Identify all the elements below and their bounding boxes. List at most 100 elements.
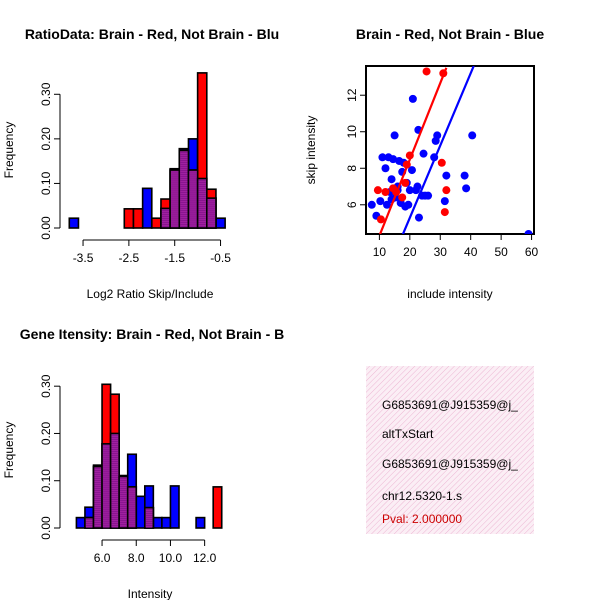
scatter-point-not-brain [390,131,399,140]
scatter-point-not-brain [404,200,413,209]
scatter-ylabel: skip intensity [304,116,318,185]
histogram-bar-not-brain [141,187,153,229]
scatter-point-brain [442,186,451,195]
scatter-point-brain [440,208,449,217]
scatter-title: Brain - Red, Not Brain - Blue [356,26,544,42]
y-tick-label: 0.30 [39,82,53,106]
info-panel-background [366,366,534,534]
scatter-point-not-brain [524,230,533,234]
scatter-point-not-brain [433,131,442,140]
x-tick-label: 8.0 [128,551,145,565]
histogram-bar-not-brain [215,217,226,229]
info-line-2: altTxStart [382,427,434,441]
scatter-point-not-brain [387,175,396,184]
scatter-point-not-brain [414,213,423,222]
y-tick-label: 0.00 [39,516,53,540]
scatter-point-not-brain [367,200,376,209]
histogram-bar-not-brain [161,516,172,529]
regression-line-brain [378,67,448,234]
ratio-histogram-ylabel: Frequency [2,122,16,179]
intensity-histogram: Gene Itensity: Brain - Red, Not Brain - … [2,326,284,600]
histogram-bar-overlap [84,516,95,529]
x-tick-label: 12.0 [193,551,217,565]
scatter-point-not-brain [405,186,414,195]
scatter-point-not-brain [389,155,398,164]
histogram-bar-brain [150,217,162,229]
y-tick-label: 0.30 [39,374,53,398]
scatter-point-brain [398,193,407,202]
scatter-point-not-brain [460,171,469,180]
scatter-point-not-brain [378,153,387,162]
histogram-bar-not-brain [169,485,180,529]
info-line-3: G6853691@J915359@j_ [382,457,518,471]
plot-frame [365,65,535,235]
histogram-bar-brain [123,208,135,229]
scatter-point-brain [376,215,385,224]
regression-line-not-brain [401,66,475,234]
x-tick-label: -3.5 [73,251,94,265]
intensity-scatter: Brain - Red, Not Brain - Blue include in… [304,26,544,301]
histogram-bar-overlap [187,169,199,229]
scatter-point-not-brain [413,182,422,191]
y-tick-label: 6 [345,201,359,208]
pval-text: Pval: 2.000000 [382,512,462,526]
x-tick-label: 20 [403,245,417,259]
ratio-histogram-title: RatioData: Brain - Red, Not Brain - Blu [25,26,279,42]
scatter-point-not-brain [462,184,471,193]
x-tick-label: 60 [525,245,539,259]
scatter-point-not-brain [419,149,428,158]
y-tick-label: 0.20 [39,421,53,445]
x-tick-label: 30 [434,245,448,259]
x-tick-label: 50 [494,245,508,259]
intensity-histogram-xlabel: Intensity [128,587,173,600]
intensity-histogram-ylabel: Frequency [2,422,16,479]
scatter-point-brain [422,67,431,76]
histogram-bar-brain [132,208,144,229]
y-tick-label: 0.00 [39,216,53,240]
scatter-plot-area [367,66,533,234]
x-tick-label: 6.0 [94,551,111,565]
histogram-bar-not-brain [195,516,206,529]
info-panel: G6853691@J915359@j_ altTxStart G6853691@… [366,366,534,534]
y-tick-label: 0.20 [39,127,53,151]
scatter-point-not-brain [440,197,449,206]
x-tick-label: -1.5 [164,251,185,265]
scatter-point-not-brain [383,200,391,209]
y-tick-label: 0.10 [39,171,53,195]
histogram-bar-brain [212,486,223,529]
scatter-point-brain [373,186,382,195]
scatter-point-brain [437,158,446,167]
info-line-4: chr12.5320-1.s [382,489,462,503]
scatter-xlabel: include intensity [407,287,492,301]
histogram-bar-not-brain [135,495,146,529]
histogram-bar-overlap [126,486,138,529]
y-tick-label: 8 [345,165,359,172]
intensity-histogram-title: Gene Itensity: Brain - Red, Not Brain - … [20,326,284,342]
x-tick-label: 40 [464,245,478,259]
histogram-bar-overlap [169,169,181,229]
histogram-bar-overlap [205,197,217,229]
scatter-point-not-brain [424,191,433,200]
histogram-bar-not-brain [75,516,86,529]
scatter-point-not-brain [408,94,417,103]
histogram-bar-not-brain [68,217,80,229]
scatter-point-not-brain [468,131,477,140]
scatter-point-not-brain [407,166,416,175]
scatter-point-not-brain [442,171,451,180]
y-tick-label: 0.10 [39,469,53,493]
x-tick-label: -2.5 [119,251,140,265]
scatter-point-not-brain [381,164,390,173]
scatter-point-brain [401,178,410,187]
histogram-bar-not-brain [152,516,163,529]
x-tick-label: -0.5 [210,251,231,265]
ratio-histogram-xlabel: Log2 Ratio Skip/Include [87,287,214,301]
info-line-1: G6853691@J915359@j_ [382,398,518,412]
y-tick-label: 10 [345,125,359,139]
scatter-point-brain [381,188,390,196]
ratio-histogram: RatioData: Brain - Red, Not Brain - Blu … [2,26,279,301]
x-tick-label: 10 [373,245,387,259]
x-tick-label: 10.0 [159,551,183,565]
y-tick-label: 12 [345,88,359,102]
scatter-point-not-brain [376,197,385,206]
